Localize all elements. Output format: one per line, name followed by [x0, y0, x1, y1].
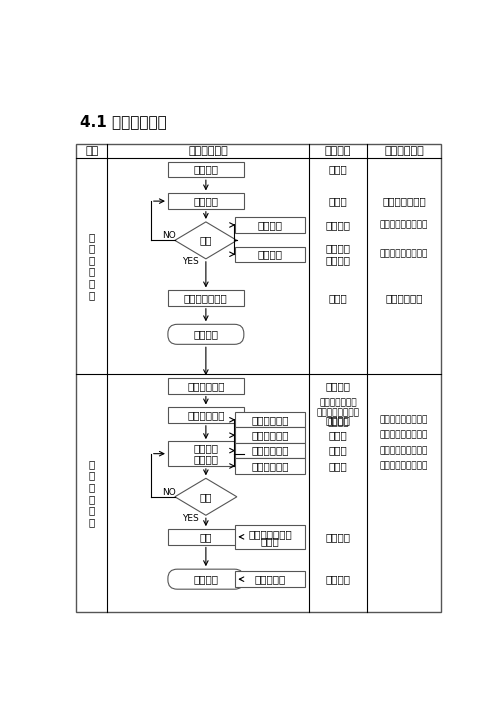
FancyBboxPatch shape	[236, 217, 305, 233]
Text: 项目立项申请: 项目立项申请	[252, 415, 289, 425]
Text: 【项目明细表】: 【项目明细表】	[382, 196, 426, 206]
FancyBboxPatch shape	[236, 412, 305, 428]
Text: 成立项目小组: 成立项目小组	[187, 410, 224, 420]
FancyBboxPatch shape	[168, 325, 244, 344]
Text: 项
目
立
项
阶
段: 项 目 立 项 阶 段	[89, 459, 95, 527]
FancyBboxPatch shape	[168, 162, 244, 177]
Text: 项目开启: 项目开启	[194, 329, 218, 339]
Text: 阶段: 阶段	[86, 146, 98, 156]
Text: 商务审核: 商务审核	[258, 250, 282, 259]
Text: 建档: 建档	[200, 532, 212, 542]
Text: 用户需求: 用户需求	[194, 165, 218, 175]
Text: 文件夹: 文件夹	[261, 537, 280, 547]
Polygon shape	[175, 479, 237, 515]
Text: 电子版上传共享: 电子版上传共享	[248, 529, 292, 539]
FancyBboxPatch shape	[168, 529, 244, 544]
FancyBboxPatch shape	[236, 571, 305, 587]
Text: 市场部: 市场部	[328, 196, 347, 206]
Text: 研发部: 研发部	[328, 461, 347, 471]
Text: 4.1 外包工作步骤: 4.1 外包工作步骤	[80, 114, 166, 129]
Text: 采购部: 采购部	[328, 430, 347, 440]
Text: 产品中心、研发
中心、商务中心、
营销中心: 产品中心、研发 中心、商务中心、 营销中心	[316, 398, 360, 428]
Text: 产品中心: 产品中心	[326, 532, 350, 542]
Text: 【协议审核确定表】: 【协议审核确定表】	[380, 221, 428, 230]
Text: YES: YES	[182, 514, 199, 523]
Text: 商务部: 商务部	[328, 293, 347, 303]
Text: 审核: 审核	[200, 235, 212, 245]
Text: NO: NO	[162, 488, 175, 497]
Text: 项目进度计划: 项目进度计划	[252, 461, 289, 471]
Text: 责任部门: 责任部门	[325, 146, 351, 156]
FancyBboxPatch shape	[168, 378, 244, 394]
Text: 项目费用预算: 项目费用预算	[252, 445, 289, 455]
FancyBboxPatch shape	[236, 525, 305, 549]
Polygon shape	[175, 222, 237, 259]
Text: 市场部: 市场部	[328, 165, 347, 175]
Text: 产品中心: 产品中心	[326, 381, 350, 391]
Text: 产品中心
商务中心: 产品中心 商务中心	[326, 243, 350, 265]
Text: 协议谈判: 协议谈判	[194, 196, 218, 206]
Text: 研发中心: 研发中心	[326, 220, 350, 230]
Text: 【项目进度计划表】: 【项目进度计划表】	[380, 462, 428, 470]
FancyBboxPatch shape	[168, 194, 244, 209]
FancyBboxPatch shape	[168, 407, 244, 423]
Text: 产品中心: 产品中心	[326, 415, 350, 425]
Text: 【项目采购计划表】: 【项目采购计划表】	[380, 431, 428, 440]
Text: NO: NO	[162, 231, 175, 240]
Text: 采购部: 采购部	[328, 445, 347, 455]
Text: 【项目外包申请表】: 【项目外包申请表】	[380, 415, 428, 424]
Text: 纸质版存档: 纸质版存档	[254, 574, 286, 584]
Text: 任命项目组长: 任命项目组长	[187, 381, 224, 391]
FancyBboxPatch shape	[236, 443, 305, 458]
Text: 申请立项
资料准备: 申请立项 资料准备	[194, 443, 218, 464]
Text: 【项目费用预算表】: 【项目费用预算表】	[380, 446, 428, 455]
FancyBboxPatch shape	[236, 428, 305, 443]
Text: 质量统计表单: 质量统计表单	[384, 146, 424, 156]
Text: 技术审核: 技术审核	[258, 220, 282, 230]
FancyBboxPatch shape	[168, 441, 244, 466]
FancyBboxPatch shape	[236, 247, 305, 262]
FancyBboxPatch shape	[76, 144, 440, 612]
Text: 审批: 审批	[200, 492, 212, 502]
FancyBboxPatch shape	[168, 569, 244, 589]
Text: 项目采购计划: 项目采购计划	[252, 430, 289, 440]
FancyBboxPatch shape	[236, 458, 305, 474]
Text: 项目外包步骤: 项目外包步骤	[188, 146, 228, 156]
Text: 和用户签署协议: 和用户签署协议	[184, 293, 228, 303]
Text: 项
目
启
动
阶
段: 项 目 启 动 阶 段	[89, 232, 95, 300]
Text: 【协议审核确定表】: 【协议审核确定表】	[380, 250, 428, 259]
Text: 产品中心: 产品中心	[326, 574, 350, 584]
Text: 项目立项: 项目立项	[194, 574, 218, 584]
Text: 【项目协议】: 【项目协议】	[385, 293, 422, 303]
Text: YES: YES	[182, 257, 199, 267]
FancyBboxPatch shape	[168, 291, 244, 306]
